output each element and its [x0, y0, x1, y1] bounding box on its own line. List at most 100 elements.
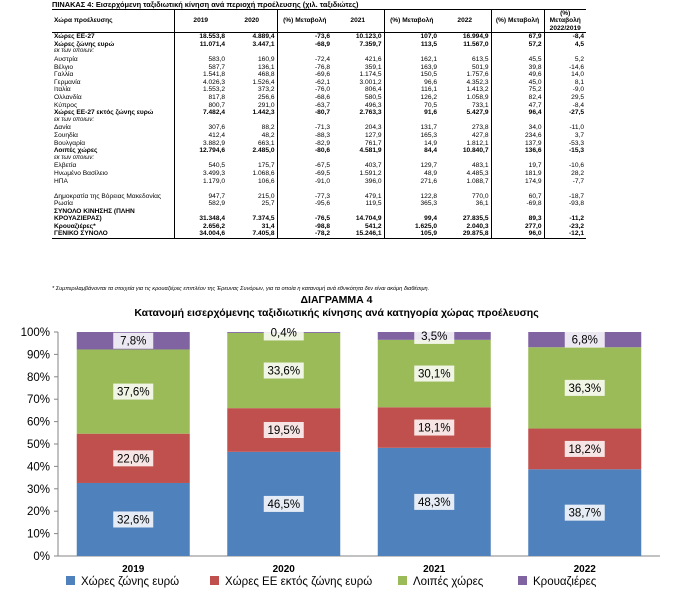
- table-cell: 106,6: [257, 177, 275, 185]
- table-cell: 613,5: [471, 56, 489, 63]
- table-cell: 396,0: [364, 177, 382, 185]
- table-cell: 8,1: [543, 78, 586, 87]
- table-cell: [490, 116, 544, 125]
- table-cell: 307,6: [173, 124, 227, 132]
- table-cell: 31,4: [261, 222, 275, 230]
- table-cell: 160,9: [257, 56, 275, 63]
- table-row: Γερμανία 4.026,3 1.526,4 -62,1 3.001,2 96,6 4.…: [52, 78, 586, 87]
- row-label: εκ των οποίων:: [54, 48, 94, 55]
- table-cell: 4.889,4: [252, 33, 275, 41]
- table-cell: 483,1: [471, 162, 489, 170]
- table-cell: 14,9: [383, 139, 439, 148]
- table-cell: 129,7: [383, 162, 439, 170]
- table-cell: 277,0: [490, 222, 544, 231]
- table-cell: 105,9: [383, 230, 439, 240]
- table-cell: 2.485,0: [252, 147, 275, 155]
- data-label: 48,3%: [418, 497, 451, 509]
- data-label: 18,2%: [568, 444, 601, 456]
- table-cell: 501,9: [471, 63, 489, 71]
- table-row: Χώρες ΕΕ-27 18.553,8 4.889,4 -73,6 10.123,0 1…: [52, 32, 586, 41]
- table-cell: [276, 48, 332, 56]
- table-cell: 29.875,8: [439, 230, 491, 240]
- table-cell: 60,7: [490, 185, 544, 201]
- table-cell: 96,6: [383, 78, 439, 87]
- data-label-box: [113, 332, 154, 349]
- table-cell: 28,2: [543, 169, 586, 178]
- row-label: Ιταλία: [54, 86, 71, 94]
- table-cell: [543, 154, 586, 163]
- table-cell: 1.591,2: [359, 169, 382, 177]
- table-cell: -69,6: [276, 71, 332, 79]
- table-cell: 34.004,6: [173, 230, 227, 240]
- table-header-cell: (%) Μεταβολή: [276, 8, 332, 34]
- table-cell: 89,3: [490, 207, 544, 223]
- chart-title: Κατανομή εισερχόμενης ταξιδιωτικής κίνησ…: [134, 307, 539, 319]
- table-cell: [332, 155, 384, 163]
- stacked-bar-chart: 0% 10% 20% 30% 40% 50% 60% 70% 80% 90% 100% 32,6% 22…: [21, 324, 660, 588]
- table-cell: 1.179,0: [173, 177, 227, 186]
- table-cell: -77,3: [276, 185, 332, 201]
- table-cell: 126,2: [383, 93, 439, 102]
- data-label-box: [263, 495, 304, 512]
- row-label: Βέλγιο: [54, 63, 74, 71]
- data-label: 37,6%: [117, 387, 150, 399]
- row-label: Κύπρος: [54, 101, 78, 109]
- data-label: 19,5%: [267, 425, 300, 437]
- table-cell: 582,9: [173, 200, 227, 208]
- table-cell: 7.482,4: [173, 109, 227, 117]
- table-cell: -78,2: [276, 230, 332, 240]
- table-cell: 5.427,9: [466, 109, 489, 117]
- row-label: Ελβετία: [54, 162, 77, 170]
- table-cell: -9,0: [543, 86, 586, 94]
- data-label-box: [113, 511, 154, 528]
- row-label: Κρουαζιέρες*: [54, 222, 96, 230]
- row-label: Ολλανδία: [54, 93, 82, 101]
- legend-swatch: [66, 576, 75, 585]
- table-header-cell: 2022: [439, 8, 491, 34]
- table-cell: 10.840,7: [462, 147, 489, 155]
- table-cell: 479,1: [364, 192, 382, 200]
- table-cell: 7.405,8: [227, 230, 277, 240]
- table-cell: 39,8: [490, 63, 544, 72]
- table-cell: 96,0: [490, 230, 544, 240]
- y-tick-label: 50%: [27, 439, 50, 451]
- data-label: 7,8%: [120, 336, 146, 348]
- table-cell: [332, 48, 384, 56]
- table-cell: 136,6: [490, 147, 544, 155]
- table-cell: 761,7: [364, 139, 382, 147]
- table-cell: [490, 154, 544, 163]
- row-label: Βουλγαρία: [54, 139, 86, 147]
- table-cell: [173, 116, 227, 125]
- table-row: Σουηδία 412,4 48,2 -88,3 127,9 165,3 427,8 234,…: [52, 131, 586, 140]
- table-cell: [490, 48, 544, 56]
- data-label: 46,5%: [267, 499, 300, 511]
- table-cell: 496,3: [364, 101, 382, 109]
- table-cell: 116,1: [383, 86, 439, 94]
- table-cell: -80,7: [276, 109, 332, 117]
- table-cell: 359,1: [364, 63, 382, 71]
- table-cell: 204,3: [364, 124, 382, 132]
- table-cell: 3.447,1: [252, 40, 275, 48]
- table-row: εκ των οποίων:: [52, 116, 586, 125]
- table-cell: 122,8: [383, 185, 439, 201]
- table-cell: -27,5: [543, 109, 586, 117]
- table-row: Λοιπές χώρες 12.794,6 2.485,0 -80,6 4.581,9 8…: [52, 147, 586, 155]
- table-cell: 1.088,7: [466, 177, 489, 185]
- table-cell: 45,5: [490, 56, 544, 64]
- table-cell: -69,5: [276, 169, 332, 178]
- table-cell: 131,7: [383, 124, 439, 132]
- table-header-cell: 2019: [173, 8, 227, 34]
- table-cell: 18.553,8: [173, 32, 227, 41]
- y-tick-label: 20%: [27, 506, 50, 518]
- table-cell: 29,5: [543, 93, 586, 102]
- data-label-box: [414, 419, 455, 436]
- row-label: εκ των οποίων:: [54, 154, 94, 161]
- table-row: Κύπρος 800,7 291,0 -63,7 496,3 70,5 733,1 47,7-…: [52, 101, 586, 110]
- table-cell: 806,4: [364, 86, 382, 94]
- table-cell: -72,4: [276, 56, 332, 64]
- table-row: Ηνωμένο Βασίλειο 3.499,3 1.068,6 -69,5 1.591…: [52, 169, 586, 178]
- table-cell: 82,4: [490, 93, 544, 102]
- y-tick-label: 90%: [27, 349, 50, 361]
- table-cell: 47,7: [490, 101, 544, 110]
- legend-label: Χώρες ΕΕ εκτός ζώνης ευρώ: [225, 576, 372, 588]
